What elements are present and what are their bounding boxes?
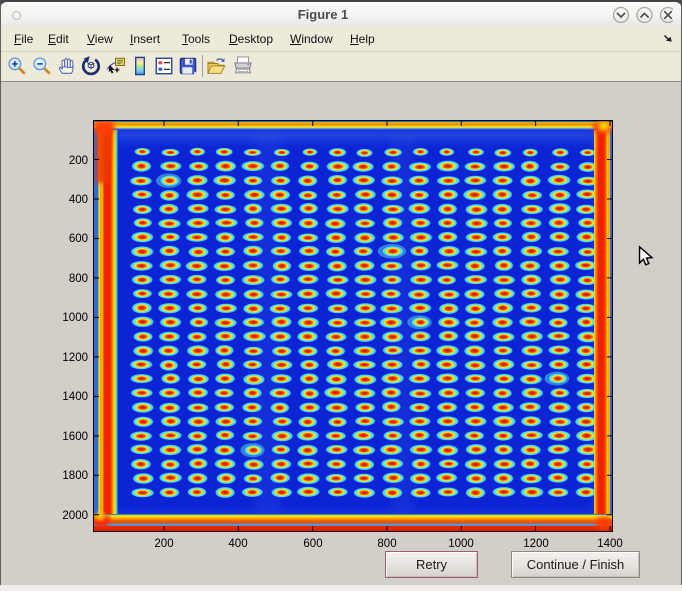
svg-text:200: 200 xyxy=(69,155,88,167)
svg-text:1800: 1800 xyxy=(62,470,88,482)
svg-text:1400: 1400 xyxy=(62,391,88,403)
svg-text:1200: 1200 xyxy=(523,538,549,550)
svg-text:1000: 1000 xyxy=(448,538,474,550)
svg-text:1600: 1600 xyxy=(62,431,88,443)
svg-text:1200: 1200 xyxy=(62,352,88,364)
svg-text:600: 600 xyxy=(303,538,322,550)
svg-text:1400: 1400 xyxy=(597,538,623,550)
svg-text:200: 200 xyxy=(154,538,173,550)
svg-text:1000: 1000 xyxy=(62,312,88,324)
svg-text:800: 800 xyxy=(69,273,88,285)
svg-text:600: 600 xyxy=(69,233,88,245)
svg-text:800: 800 xyxy=(377,538,396,550)
svg-text:400: 400 xyxy=(228,538,247,550)
svg-text:2000: 2000 xyxy=(62,510,88,522)
svg-text:400: 400 xyxy=(69,194,88,206)
